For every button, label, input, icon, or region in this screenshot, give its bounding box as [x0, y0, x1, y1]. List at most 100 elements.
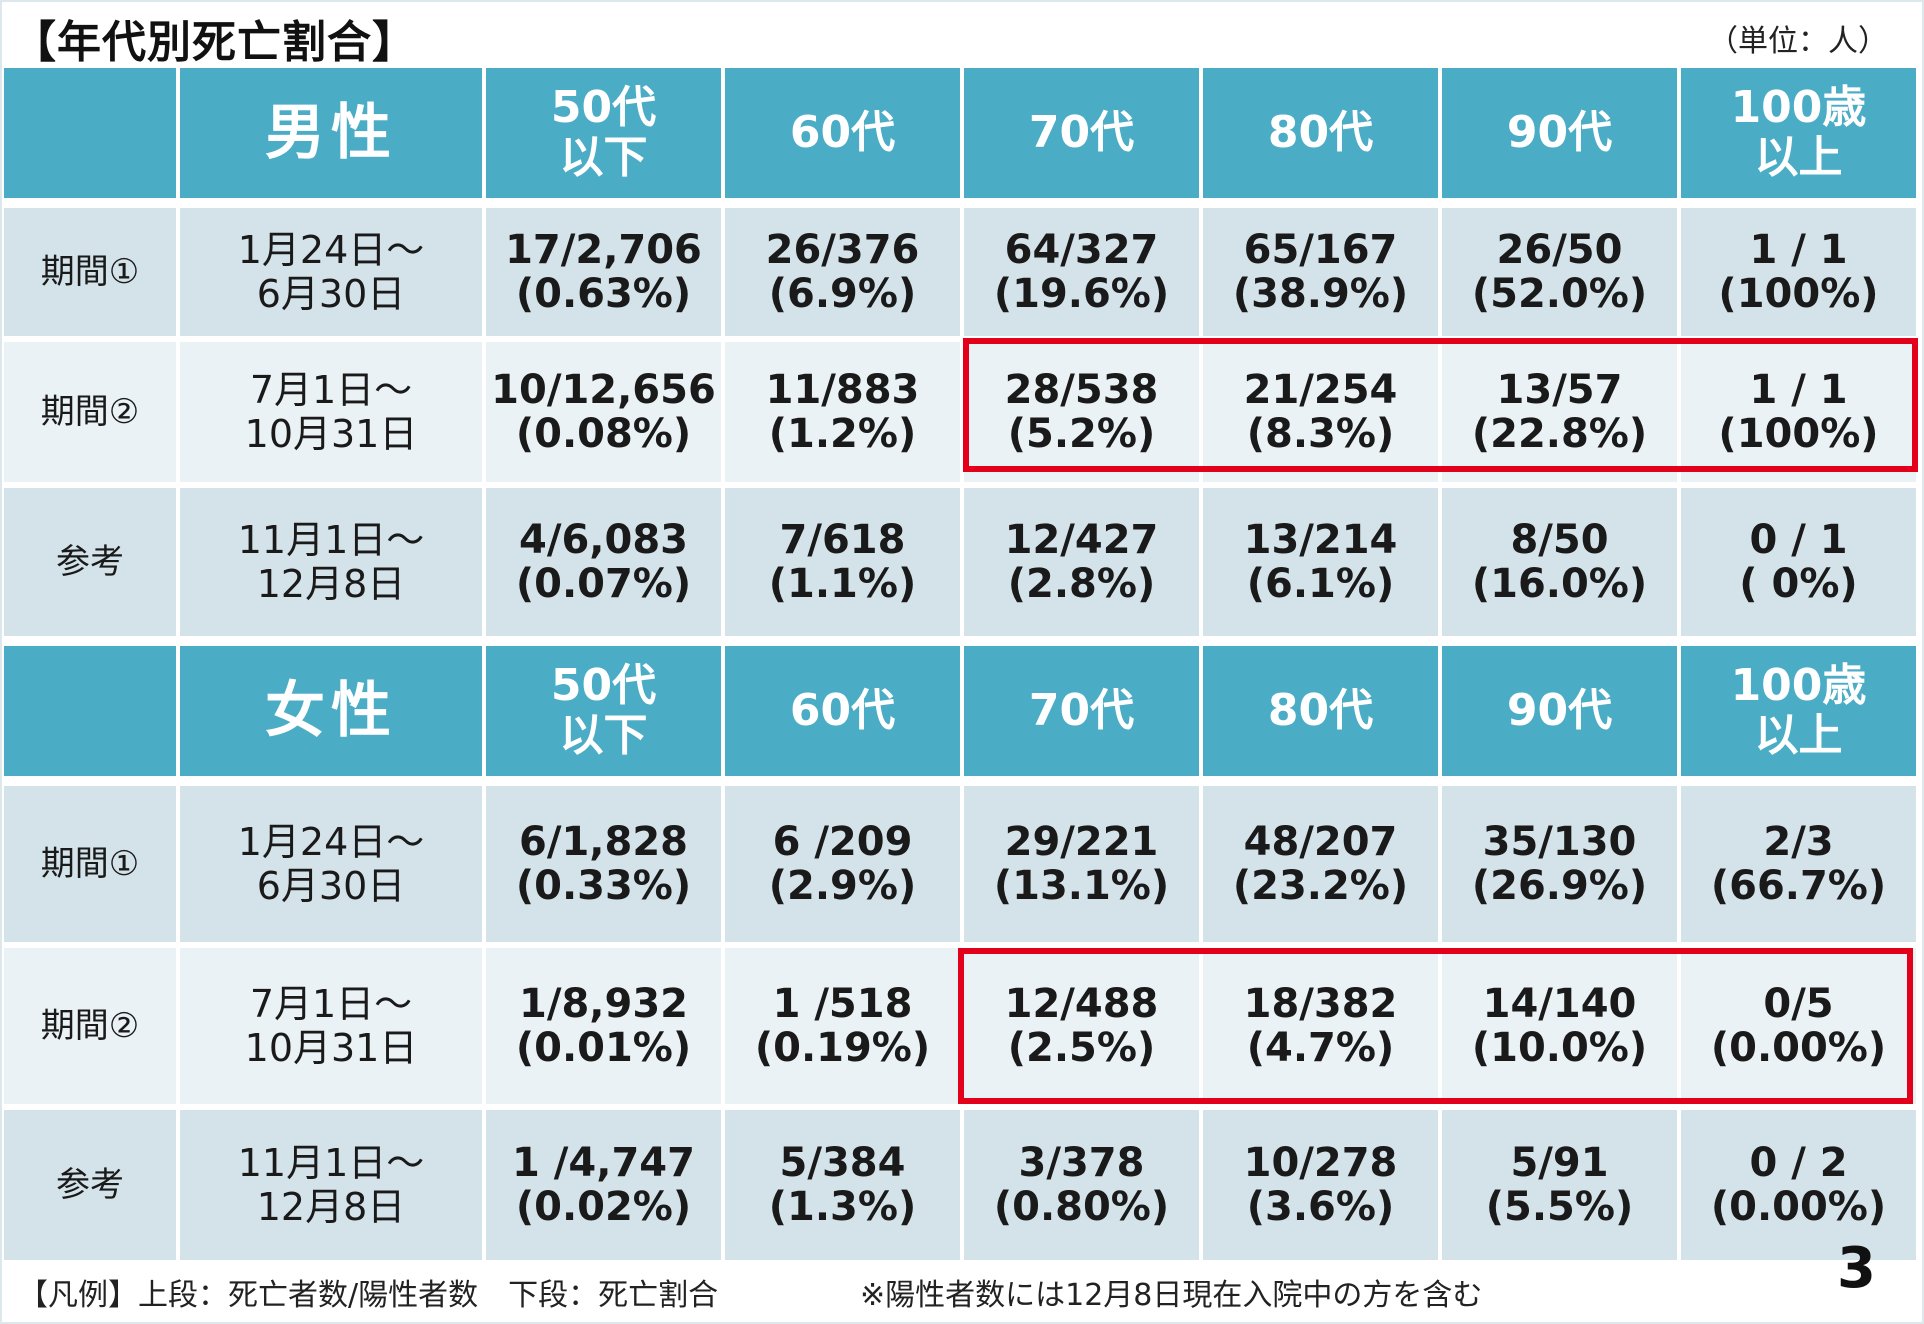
date-range-line: 10月31日	[244, 412, 418, 456]
deaths-over-positives: 18/382	[1243, 981, 1398, 1027]
header-age-label-line: 以下	[559, 132, 648, 183]
deaths-over-positives: 17/2,706	[505, 227, 702, 273]
death-rate-cell: 26/376 (6.9%)	[725, 208, 964, 342]
period-label: 期間①	[4, 786, 180, 948]
header-age-col: 100歳 以上	[1681, 646, 1920, 786]
death-rate-cell: 1 /4,747 (0.02%)	[486, 1110, 725, 1266]
death-rate-percent: (6.1%)	[1246, 561, 1395, 607]
death-rate-cell: 48/207 (23.2%)	[1203, 786, 1442, 948]
header-age-label-line: 60代	[789, 685, 896, 736]
header-age-col: 80代	[1203, 68, 1442, 208]
death-rate-percent: (10.0%)	[1471, 1025, 1648, 1071]
table-row: 期間② 7月1日～ 10月31日 10/12,656 (0.08%) 11/883 (1.2…	[4, 342, 1920, 488]
header-age-col: 90代	[1442, 646, 1681, 786]
death-rate-cell: 12/488 (2.5%)	[964, 948, 1203, 1110]
date-range-line: 7月1日～	[249, 368, 413, 412]
death-rate-cell: 64/327 (19.6%)	[964, 208, 1203, 342]
deaths-over-positives: 12/427	[1004, 517, 1159, 563]
death-rate-cell: 1 / 1 (100%)	[1681, 208, 1920, 342]
deaths-over-positives: 35/130	[1482, 819, 1637, 865]
header-age-label-line: 50代	[550, 660, 657, 711]
deaths-over-positives: 6 /209	[772, 819, 913, 865]
deaths-over-positives: 12/488	[1004, 981, 1159, 1027]
death-rate-percent: (0.07%)	[515, 561, 692, 607]
deaths-over-positives: 8/50	[1510, 517, 1609, 563]
date-range: 11月1日～ 12月8日	[180, 1110, 486, 1266]
death-rate-percent: (3.6%)	[1246, 1184, 1395, 1230]
header-sex-male: 男性	[180, 68, 486, 208]
header-age-col: 90代	[1442, 68, 1681, 208]
header-age-col: 70代	[964, 646, 1203, 786]
death-rate-cell: 1 /518 (0.19%)	[725, 948, 964, 1110]
deaths-over-positives: 5/384	[779, 1140, 906, 1186]
death-rate-cell: 5/91 (5.5%)	[1442, 1110, 1681, 1266]
date-range: 7月1日～ 10月31日	[180, 342, 486, 488]
death-rate-cell: 10/278 (3.6%)	[1203, 1110, 1442, 1266]
death-rate-percent: (0.63%)	[515, 271, 692, 317]
death-rate-percent: (8.3%)	[1246, 411, 1395, 457]
death-rate-percent: (6.9%)	[768, 271, 917, 317]
deaths-over-positives: 11/883	[765, 367, 920, 413]
deaths-over-positives: 1 /518	[772, 981, 913, 1027]
unit-note: （単位：人）	[1708, 24, 1888, 59]
death-rate-cell: 21/254 (8.3%)	[1203, 342, 1442, 488]
page-title: 【年代別死亡割合】	[12, 17, 417, 68]
deaths-over-positives: 1 / 1	[1749, 367, 1848, 413]
death-rate-cell: 35/130 (26.9%)	[1442, 786, 1681, 948]
deaths-over-positives: 26/376	[765, 227, 920, 273]
deaths-over-positives: 26/50	[1496, 227, 1623, 273]
deaths-over-positives: 10/278	[1243, 1140, 1398, 1186]
death-rate-percent: (2.5%)	[1007, 1025, 1156, 1071]
death-rate-percent: (1.1%)	[768, 561, 917, 607]
header-age-label-line: 90代	[1506, 107, 1613, 158]
death-rate-percent: (0.80%)	[993, 1184, 1170, 1230]
male-death-rate-table: 男性 50代 以下 60代 70代 80代 90代 100歳 以上 期間① 1月24日…	[4, 68, 1920, 642]
header-age-label-line: 60代	[789, 107, 896, 158]
deaths-over-positives: 21/254	[1243, 367, 1398, 413]
date-range-line: 10月31日	[244, 1026, 418, 1070]
period-label: 参考	[4, 1110, 180, 1266]
death-rate-cell: 10/12,656 (0.08%)	[486, 342, 725, 488]
date-range: 1月24日～ 6月30日	[180, 208, 486, 342]
header-age-col: 60代	[725, 68, 964, 208]
date-range: 1月24日～ 6月30日	[180, 786, 486, 948]
date-range-line: 11月1日～	[237, 1141, 425, 1185]
death-rate-cell: 11/883 (1.2%)	[725, 342, 964, 488]
header-age-col: 60代	[725, 646, 964, 786]
death-rate-cell: 1/8,932 (0.01%)	[486, 948, 725, 1110]
header-age-label-line: 以上	[1754, 710, 1843, 761]
table-row: 期間② 7月1日～ 10月31日 1/8,932 (0.01%) 1 /518 (0.19%…	[4, 948, 1920, 1110]
deaths-over-positives: 0/5	[1763, 981, 1834, 1027]
death-rate-percent: (100%)	[1718, 411, 1879, 457]
legend-text: 【凡例】上段：死亡者数/陽性者数 下段：死亡割合	[18, 1278, 719, 1313]
death-rate-cell: 7/618 (1.1%)	[725, 488, 964, 642]
date-range-line: 7月1日～	[249, 982, 413, 1026]
death-rate-percent: (38.9%)	[1232, 271, 1409, 317]
date-range-line: 6月30日	[256, 272, 406, 316]
deaths-over-positives: 1 /4,747	[512, 1140, 695, 1186]
female-death-rate-table: 女性 50代 以下 60代 70代 80代 90代 100歳 以上 期間① 1月24日…	[4, 646, 1920, 1266]
death-rate-percent: (0.01%)	[515, 1025, 692, 1071]
deaths-over-positives: 1/8,932	[519, 981, 688, 1027]
death-rate-percent: (2.9%)	[768, 863, 917, 909]
death-rate-percent: (0.19%)	[754, 1025, 931, 1071]
date-range: 7月1日～ 10月31日	[180, 948, 486, 1110]
death-rate-cell: 0/5 (0.00%)	[1681, 948, 1920, 1110]
death-rate-cell: 5/384 (1.3%)	[725, 1110, 964, 1266]
death-rate-cell: 0 / 1( 0%)	[1681, 488, 1920, 642]
date-range-line: 12月8日	[256, 562, 406, 606]
date-range-line: 6月30日	[256, 864, 406, 908]
death-rate-cell: 6 /209 (2.9%)	[725, 786, 964, 948]
death-rate-cell: 4/6,083 (0.07%)	[486, 488, 725, 642]
deaths-over-positives: 2/3	[1763, 819, 1834, 865]
death-rate-cell: 8/50 (16.0%)	[1442, 488, 1681, 642]
deaths-over-positives: 13/214	[1243, 517, 1398, 563]
table-row: 期間① 1月24日～ 6月30日 17/2,706 (0.63%) 26/376 (6.9%…	[4, 208, 1920, 342]
deaths-over-positives: 10/12,656	[491, 367, 716, 413]
death-rate-percent: (52.0%)	[1471, 271, 1648, 317]
death-rate-percent: (0.00%)	[1710, 1025, 1887, 1071]
death-rate-cell: 13/57 (22.8%)	[1442, 342, 1681, 488]
death-rate-percent: (1.3%)	[768, 1184, 917, 1230]
header-age-label-line: 100歳	[1730, 660, 1867, 711]
death-rate-cell: 0 / 2 (0.00%)	[1681, 1110, 1920, 1266]
